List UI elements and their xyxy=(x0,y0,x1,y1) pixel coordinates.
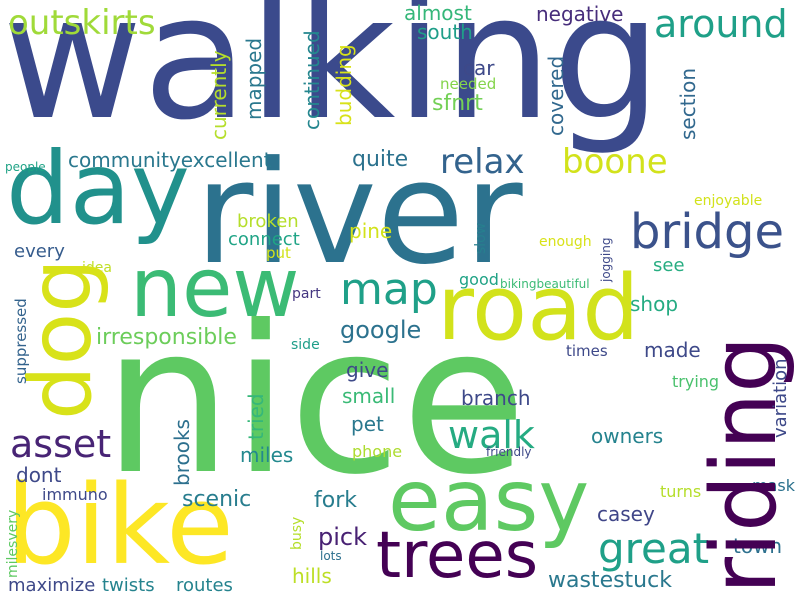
word-pick: pick xyxy=(318,523,367,551)
word-day: day xyxy=(6,130,190,247)
word-boone: boone xyxy=(562,142,668,182)
word-walk: walk xyxy=(448,413,535,457)
word-small: small xyxy=(342,384,396,408)
word-mapped: mapped xyxy=(242,37,266,120)
word-map: map xyxy=(340,264,438,315)
word-casey: casey xyxy=(597,502,655,526)
word-every: every xyxy=(14,241,65,262)
word-asset: asset xyxy=(10,422,112,466)
word-suppressed: suppressed xyxy=(12,298,30,384)
word-covered: covered xyxy=(544,55,568,136)
word-enjoyable: enjoyable xyxy=(694,193,763,209)
word-river: river xyxy=(195,131,523,296)
word-friendly: friendly xyxy=(486,445,532,459)
word-bridge: bridge xyxy=(630,204,785,260)
word-good: good xyxy=(459,270,499,289)
word-maximize: maximize xyxy=(8,575,96,596)
word-shop: shop xyxy=(630,292,679,316)
word-branch: branch xyxy=(461,386,531,410)
word-turns: turns xyxy=(660,482,702,501)
word-variation: variation xyxy=(770,358,791,438)
word-people: people xyxy=(5,160,46,174)
word-idea: idea xyxy=(82,260,112,276)
word-walking: walking xyxy=(2,0,662,158)
word-google: google xyxy=(340,316,422,344)
word-jogging: jogging xyxy=(599,237,613,282)
word-connect: connect xyxy=(228,229,300,250)
word-bikingbeautiful: bikingbeautiful xyxy=(500,277,590,291)
word-milesvery: milesvery xyxy=(5,509,21,578)
word-owners: owners xyxy=(591,424,664,448)
word-mask: mask xyxy=(752,476,795,495)
word-made: made xyxy=(644,338,701,362)
word-communityexcellent: communityexcellent xyxy=(68,148,272,172)
word-trees: trees xyxy=(376,519,539,593)
word-dont: dont xyxy=(16,463,62,487)
word-hills: hills xyxy=(292,564,332,588)
word-needed: needed xyxy=(440,75,497,93)
word-slow: slow xyxy=(473,222,489,254)
word-trying: trying xyxy=(672,372,720,391)
word-currently: currently xyxy=(207,50,231,140)
word-lots: lots xyxy=(320,549,342,563)
word-pine: pine xyxy=(349,219,393,243)
word-irresponsible: irresponsible xyxy=(96,325,237,350)
word-see: see xyxy=(653,255,685,276)
word-outskirts: outskirts xyxy=(8,3,156,43)
word-around: around xyxy=(654,2,788,46)
word-part: part xyxy=(292,286,321,302)
word-south: south xyxy=(417,20,473,44)
word-give: give xyxy=(346,358,389,382)
word-bike: bike xyxy=(6,461,234,589)
word-budding: budding xyxy=(332,44,356,126)
word-easy: easy xyxy=(388,451,590,551)
word-tried: tried xyxy=(244,393,268,440)
word-car: car xyxy=(463,56,495,80)
word-section: section xyxy=(676,67,700,140)
word-twists: twists xyxy=(102,575,155,596)
word-negative: negative xyxy=(536,2,624,26)
word-relax: relax xyxy=(440,142,525,182)
word-busy: busy xyxy=(289,516,305,550)
word-wastestuck: wastestuck xyxy=(548,568,672,593)
word-scenic: scenic xyxy=(182,487,252,512)
word-miles: miles xyxy=(240,443,294,467)
word-immuno: immuno xyxy=(42,485,108,504)
word-routes: routes xyxy=(176,575,233,596)
word-sfnrt: sfnrt xyxy=(432,91,483,116)
word-almost: almost xyxy=(404,1,472,25)
word-enough: enough xyxy=(539,234,592,250)
word-continued: continued xyxy=(300,30,324,130)
word-side: side xyxy=(291,337,320,353)
word-brooks: brooks xyxy=(170,419,194,486)
word-phone: phone xyxy=(352,442,403,461)
word-dog: dog xyxy=(11,258,111,420)
word-put: put xyxy=(266,244,291,262)
word-quite: quite xyxy=(352,147,409,172)
word-town: town xyxy=(733,534,783,558)
word-new: new xyxy=(130,241,300,336)
word-fork: fork xyxy=(314,488,357,513)
word-broken: broken xyxy=(237,211,299,232)
word-pet: pet xyxy=(351,412,384,436)
word-times: times xyxy=(566,342,608,360)
word-great: great xyxy=(598,524,710,573)
word-road: road xyxy=(437,256,640,361)
word-nice: nice xyxy=(103,283,527,520)
